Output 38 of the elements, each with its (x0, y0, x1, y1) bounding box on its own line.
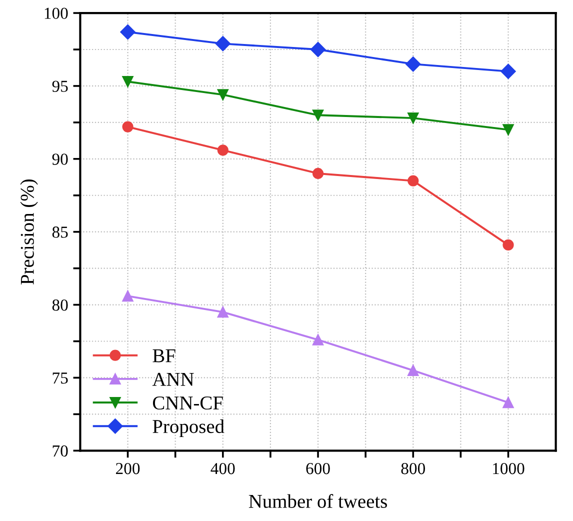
y-tick-label: 75 (52, 372, 68, 384)
point (500, 64, 516, 79)
point (122, 76, 134, 88)
x-tick-label: 600 (306, 462, 330, 474)
y-tick-label: 95 (52, 80, 68, 92)
point (122, 121, 134, 132)
point (408, 112, 419, 124)
point (502, 124, 514, 136)
y-tick-label: 70 (52, 445, 68, 457)
y-tick-label: 90 (52, 154, 68, 165)
point (312, 110, 324, 121)
point (310, 42, 326, 58)
point (502, 239, 514, 251)
point (408, 175, 419, 186)
y-axis-title: Precision (%) (20, 180, 38, 284)
legend-label: CNN-CF (152, 396, 223, 410)
point (408, 364, 419, 376)
point (312, 334, 324, 346)
point (120, 24, 136, 40)
point (217, 144, 228, 156)
point (217, 306, 228, 318)
point (502, 396, 514, 408)
legend-label: Proposed (152, 419, 224, 438)
point (312, 168, 324, 180)
point (122, 290, 134, 302)
x-axis-title: Number of tweets (248, 494, 387, 508)
y-tick-label: 100 (44, 8, 68, 19)
x-tick-label: 800 (401, 462, 425, 474)
point (406, 56, 421, 72)
y-tick-label: 80 (52, 299, 68, 311)
legend-label: ANN (152, 372, 194, 386)
y-tick-label: 85 (52, 226, 68, 238)
x-tick-label: 1000 (493, 462, 524, 474)
point (215, 36, 230, 52)
legend-label: BF (152, 349, 176, 362)
x-tick-label: 200 (116, 462, 140, 474)
x-tick-label: 400 (210, 462, 235, 474)
point (217, 89, 228, 100)
